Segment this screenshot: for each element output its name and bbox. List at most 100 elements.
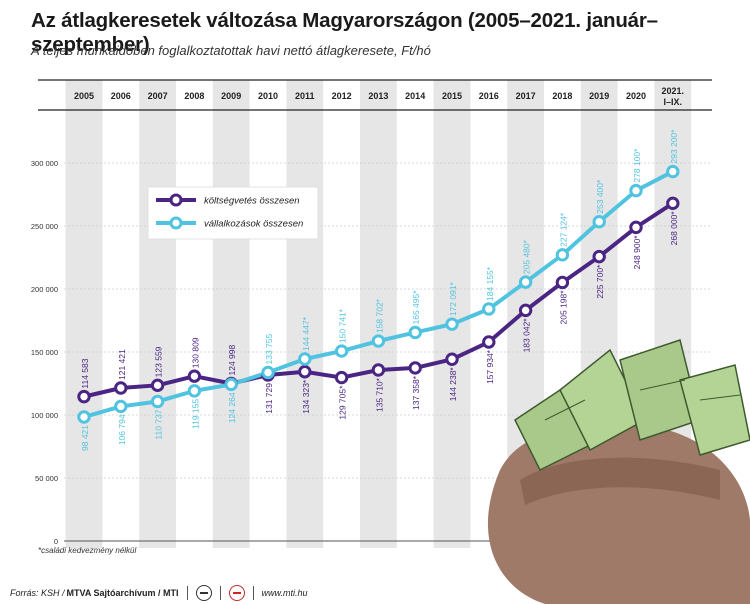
data-label: 121 421 (117, 349, 127, 380)
x-tick-label: 2009 (221, 91, 241, 101)
money-bag-illustration (679, 364, 750, 456)
data-point (187, 384, 202, 398)
data-point (482, 335, 496, 349)
x-tick-label: 2016 (479, 91, 499, 101)
money-bag-illustration (699, 394, 741, 401)
year-band (433, 80, 471, 548)
data-label: 124 264 (227, 392, 237, 423)
data-point (408, 325, 422, 340)
data-label: 98 421 (80, 425, 90, 451)
legend-marker (169, 193, 183, 207)
source-label: Forrás: KSH / (10, 588, 65, 598)
data-point (334, 370, 349, 385)
money-bag-illustration (520, 457, 720, 505)
data-label: 157 934* (485, 349, 495, 384)
legend-label: vállalkozások összesen (204, 219, 303, 230)
data-label: 253 400* (595, 179, 605, 214)
footer-divider (186, 586, 188, 600)
y-tick-label: 300 000 (31, 159, 58, 168)
data-label: 110 737 (154, 409, 164, 439)
x-tick-label: 2015 (442, 91, 462, 101)
x-tick-label: 2008 (184, 91, 204, 101)
data-label: 293 200* (669, 129, 679, 164)
data-point (629, 183, 643, 198)
data-point (298, 352, 312, 366)
data-label: 144 447* (301, 316, 311, 351)
data-point (114, 381, 128, 395)
data-label: 129 705* (338, 385, 348, 420)
x-tick-label: 2014 (405, 91, 425, 101)
data-label: 183 042* (522, 318, 532, 353)
x-tick-label: 2010 (258, 91, 278, 101)
data-label: 130 809 (190, 337, 200, 368)
footnote: *családi kedvezmény nélkül (38, 546, 136, 555)
data-label: 134 323* (301, 379, 311, 414)
data-label: 165 495* (411, 290, 421, 325)
data-label: 268 000* (669, 211, 679, 246)
data-point (555, 275, 570, 290)
data-point (482, 302, 496, 316)
x-tick-label: 2018 (552, 91, 572, 101)
data-point (445, 317, 459, 331)
y-tick-label: 100 000 (31, 411, 58, 420)
data-point (224, 377, 238, 392)
data-label: 106 794 (117, 414, 127, 445)
legend-label: költségvetés összesen (204, 196, 300, 207)
x-tick-label: 2017 (516, 91, 536, 101)
data-point (298, 365, 312, 379)
y-tick-label: 200 000 (31, 285, 58, 294)
data-point (150, 394, 165, 409)
data-label: 225 700* (595, 264, 605, 299)
year-band (286, 80, 324, 548)
data-label: 248 900* (632, 235, 642, 270)
x-tick-label: 2021. (662, 86, 685, 96)
legend-marker (169, 216, 183, 230)
data-point (408, 361, 422, 375)
data-point (629, 220, 643, 235)
data-label: 184 155* (485, 266, 495, 301)
y-tick-label: 150 000 (31, 348, 58, 357)
x-tick-label: 2012 (332, 91, 352, 101)
data-point (261, 365, 275, 380)
data-label: 205 480* (522, 239, 532, 274)
data-label: 124 998 (227, 345, 237, 376)
money-bag-illustration (639, 379, 686, 391)
agency-label: MTVA Sajtóarchívum / MTI (66, 588, 179, 598)
money-bag-illustration (544, 399, 586, 421)
data-label: 135 710* (374, 377, 384, 412)
data-label: 172 091* (448, 281, 458, 316)
page-title: Az átlagkeresetek változása Magyarország… (31, 9, 658, 56)
x-tick-label: 2013 (368, 91, 388, 101)
mti-logo-icon (228, 585, 245, 601)
y-tick-label: 250 000 (31, 222, 58, 231)
data-point (666, 164, 680, 179)
footer-divider (219, 586, 221, 600)
year-band (65, 80, 103, 548)
data-point (445, 352, 459, 366)
data-point (371, 334, 386, 348)
x-tick-label: 2020 (626, 91, 646, 101)
year-band (360, 80, 397, 548)
data-label: 150 741* (338, 308, 348, 343)
data-label: 205 198* (558, 290, 568, 325)
data-point (518, 275, 533, 289)
data-label: 278 100* (632, 148, 642, 183)
year-band (139, 80, 176, 548)
data-point (592, 249, 606, 264)
data-label: 137 358* (411, 375, 421, 410)
y-tick-label: 0 (54, 537, 58, 546)
data-point (77, 389, 91, 404)
data-point (518, 303, 533, 318)
page-subtitle: A teljes munkaidőben foglalkoztatottak h… (31, 43, 431, 58)
x-tick-label: 2006 (111, 91, 131, 101)
data-point (77, 410, 91, 424)
website-link[interactable]: www.mti.hu (261, 588, 308, 598)
footer-divider (252, 586, 254, 600)
data-label: 131 729 (264, 383, 274, 414)
data-point (592, 215, 606, 229)
data-label: 123 559 (154, 346, 164, 377)
data-label: 119 155 (190, 399, 200, 429)
year-band (212, 80, 250, 548)
